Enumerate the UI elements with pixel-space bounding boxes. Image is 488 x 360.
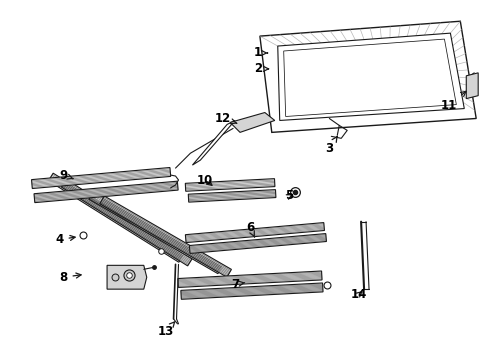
- Text: 5: 5: [285, 189, 293, 202]
- Polygon shape: [31, 167, 170, 189]
- Text: 7: 7: [230, 278, 244, 291]
- Polygon shape: [185, 222, 324, 243]
- Polygon shape: [230, 113, 274, 132]
- Text: 12: 12: [215, 112, 236, 125]
- Text: 2: 2: [253, 62, 268, 75]
- Text: 3: 3: [325, 136, 337, 155]
- Polygon shape: [185, 179, 274, 191]
- Text: 4: 4: [55, 233, 75, 246]
- Polygon shape: [34, 181, 178, 203]
- Text: 6: 6: [245, 221, 254, 237]
- Polygon shape: [189, 234, 326, 253]
- Polygon shape: [192, 121, 235, 165]
- Text: 14: 14: [350, 288, 366, 301]
- Text: 13: 13: [157, 322, 174, 338]
- Text: 11: 11: [439, 91, 465, 112]
- Text: 10: 10: [197, 174, 213, 186]
- Text: 8: 8: [59, 271, 81, 284]
- Polygon shape: [181, 283, 323, 299]
- Polygon shape: [466, 73, 477, 99]
- Polygon shape: [178, 271, 322, 287]
- Polygon shape: [89, 192, 222, 274]
- Polygon shape: [277, 33, 463, 121]
- Polygon shape: [259, 21, 475, 132]
- Polygon shape: [188, 190, 275, 202]
- Polygon shape: [107, 265, 146, 289]
- Polygon shape: [283, 39, 455, 117]
- Text: 1: 1: [253, 46, 267, 59]
- Polygon shape: [48, 173, 183, 262]
- Polygon shape: [61, 179, 192, 266]
- Text: 9: 9: [59, 168, 73, 181]
- Polygon shape: [100, 196, 231, 277]
